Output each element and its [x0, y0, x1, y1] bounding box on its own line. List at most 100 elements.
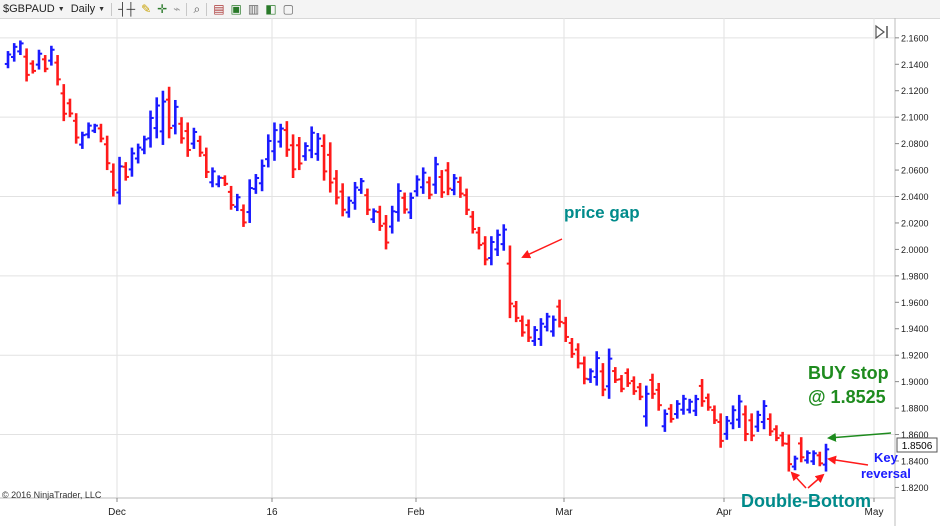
ohlc-bar [234, 193, 241, 212]
ohlc-bar [767, 413, 774, 436]
properties-icon[interactable]: ▤ [213, 2, 225, 16]
interval-selector[interactable]: Daily ▼ [68, 0, 108, 18]
ohlc-bar [413, 175, 421, 197]
ohlc-bar [122, 162, 129, 181]
ohlc-bar [748, 413, 755, 442]
ohlc-bar [389, 205, 396, 234]
ohlc-bar [134, 143, 142, 164]
indicator-icon[interactable]: ▥ [247, 2, 260, 16]
data-box-icon[interactable]: ▢ [282, 2, 294, 16]
price-chart: 2.1600 2.1400 2.1200 2.1000 2.0800 2.0600 2.04… [0, 18, 938, 526]
ohlc-bar [302, 142, 309, 161]
ohlc-bar [215, 175, 222, 188]
ohlc-bar [810, 450, 817, 465]
x-tick-label: Feb [407, 507, 425, 518]
ohlc-bar [556, 299, 563, 328]
ohlc-bar [54, 55, 61, 86]
ohlc-bar [91, 123, 98, 134]
ohlc-bar [426, 176, 433, 200]
ohlc-bar [289, 134, 297, 178]
ohlc-bar [190, 127, 198, 149]
ohlc-bar [605, 348, 613, 399]
chart-trader-icon[interactable]: ◧ [265, 2, 277, 16]
instrument-selector[interactable]: $GBPAUD ▼ [0, 0, 68, 18]
ohlc-bar [296, 137, 303, 171]
y-tick-label: 1.9200 [901, 351, 929, 361]
ohlc-bar [153, 97, 160, 139]
ohlc-bar [444, 162, 452, 196]
ohlc-bar [649, 373, 656, 399]
ohlc-bar [661, 409, 669, 432]
y-tick-label: 1.9600 [901, 298, 929, 308]
chart-toolbar: $GBPAUD ▼ Daily ▼ ┤┼ ✎ ✛ ⌁ ⌕ ▤ ▣ ▥ ◧ ▢ [0, 0, 940, 19]
ohlc-bar [574, 343, 582, 369]
ohlc-bar [686, 398, 693, 414]
ohlc-bar [785, 434, 793, 472]
ohlc-bar [736, 394, 743, 428]
ohlc-bar [41, 55, 49, 73]
key-reversal-label-line2: reversal [861, 466, 911, 481]
ohlc-bar [128, 147, 136, 177]
ohlc-bar [48, 45, 55, 66]
ohlc-bar [351, 181, 359, 210]
ohlc-bar [4, 51, 12, 69]
ohlc-bar [165, 86, 173, 139]
ohlc-bar [506, 245, 514, 319]
strategy-icon[interactable]: ▣ [230, 2, 242, 16]
zoom-icon[interactable]: ⌕ [193, 2, 201, 16]
ohlc-bar [147, 110, 154, 148]
ohlc-bar [103, 135, 111, 171]
ohlc-bar [568, 338, 576, 358]
ohlc-bar [674, 400, 681, 419]
ohlc-bar [488, 236, 495, 266]
ohlc-bar [240, 204, 247, 227]
ohlc-bar [692, 394, 700, 417]
price-gap-label: price gap [564, 203, 640, 222]
ohlc-bar [562, 316, 569, 342]
ohlc-bar [196, 135, 204, 157]
x-axis-ticks: Dec 16 Feb Mar Apr May [108, 498, 883, 518]
toolbar-divider [206, 2, 208, 16]
ohlc-bar [60, 84, 67, 122]
buy-stop-label-line2: @ 1.8525 [808, 387, 886, 407]
ohlc-bar [636, 382, 644, 401]
x-tick-label: 16 [266, 507, 278, 518]
ohlc-bar [519, 315, 526, 337]
crosshair-icon[interactable]: ✛ [157, 2, 168, 16]
ohlc-bar [308, 126, 315, 159]
ohlc-bar [172, 99, 179, 135]
x-tick-label: Apr [716, 507, 732, 518]
ohlc-bar [419, 167, 427, 194]
ohlc-bar [116, 156, 123, 205]
price-gap-arrow [521, 238, 563, 259]
ohlc-bar [17, 40, 24, 56]
ohlc-bar [822, 443, 830, 472]
ohlc-bar [804, 450, 811, 464]
ohlc-bar [271, 122, 278, 161]
toolbar-divider [111, 2, 113, 16]
pencil-icon[interactable]: ✎ [141, 2, 152, 16]
panel-toggle-icon[interactable] [875, 24, 888, 40]
ohlc-bar [698, 378, 706, 407]
buy-stop-label-line1: BUY stop [808, 363, 889, 383]
chevron-down-icon: ▼ [98, 5, 106, 13]
y-tick-label: 1.8600 [901, 430, 929, 440]
ohlc-bar [760, 400, 768, 430]
ohlc-bar [283, 121, 291, 157]
ohlc-bar [525, 319, 532, 342]
ohlc-bar [711, 405, 718, 424]
ohlc-bar [66, 98, 74, 118]
bar-style-icon[interactable]: ┤┼ [118, 2, 136, 16]
ohlc-bar [680, 394, 687, 415]
buy-stop-arrow [827, 432, 892, 442]
ohlc-bar [450, 174, 458, 196]
ohlc-bar [500, 224, 507, 251]
ohlc-bar [717, 413, 724, 448]
ohlc-bar [729, 405, 737, 430]
ohlc-bar [184, 122, 191, 157]
ohlc-bar [159, 90, 167, 145]
ohlc-bar [643, 385, 650, 427]
y-tick-label: 2.0400 [901, 192, 929, 202]
magnet-icon[interactable]: ⌁ [173, 2, 181, 16]
ohlc-bar [705, 393, 712, 411]
